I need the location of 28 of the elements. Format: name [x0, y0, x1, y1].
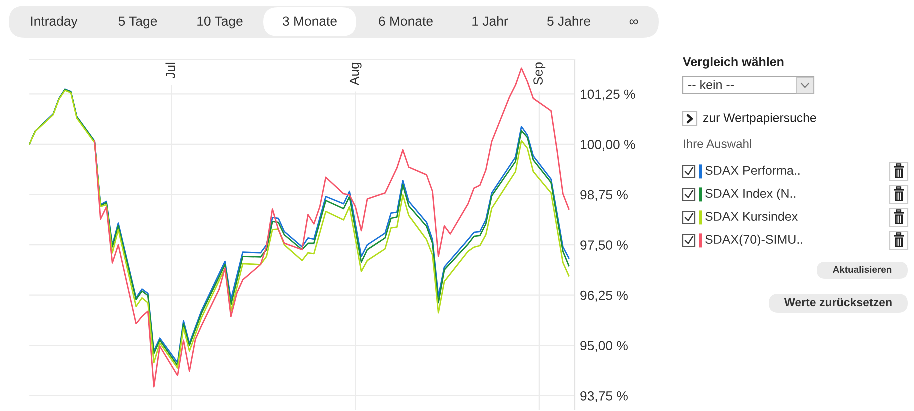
legend-label: SDAX Index (N..: [706, 188, 796, 201]
text: 3 Monate: [283, 16, 337, 26]
y-tick-label: 95,00 %: [580, 341, 628, 352]
y-tick-label: 98,75 %: [580, 190, 628, 202]
y-tick-label: 93,75 %: [580, 391, 628, 402]
text: 6 Monate: [379, 16, 433, 26]
text: ∞: [630, 20, 638, 25]
text: Intraday: [31, 16, 78, 29]
y-tick-label: 97,50 %: [580, 240, 628, 252]
legend-label: SDAX Kursindex: [706, 212, 798, 222]
legend-label: SDAX Performa..: [706, 166, 800, 176]
text: Vergleich wählen: [683, 57, 784, 69]
x-tick-label: Sep: [534, 62, 546, 85]
x-tick-label: Aug: [350, 62, 362, 86]
text: 5 Tage: [118, 16, 158, 29]
y-tick-label: 100,00 %: [581, 140, 636, 151]
legend-label: SDAX(70)-SIMU..: [706, 234, 802, 247]
y-tick-label: 96,25 %: [580, 290, 628, 302]
text: -- kein --: [688, 80, 734, 90]
text: Werte zurücksetzen: [784, 298, 892, 307]
x-tick-label: Jul: [166, 62, 176, 79]
text: 10 Tage: [198, 16, 243, 29]
text: 5 Jahre: [548, 16, 590, 26]
text: zur Wertpapiersuche: [704, 113, 816, 125]
text: Aktualisieren: [833, 266, 892, 274]
y-tick-label: 101,25 %: [581, 90, 636, 101]
text: Ihre Auswahl: [684, 139, 752, 148]
text: 1 Jahr: [472, 16, 508, 26]
